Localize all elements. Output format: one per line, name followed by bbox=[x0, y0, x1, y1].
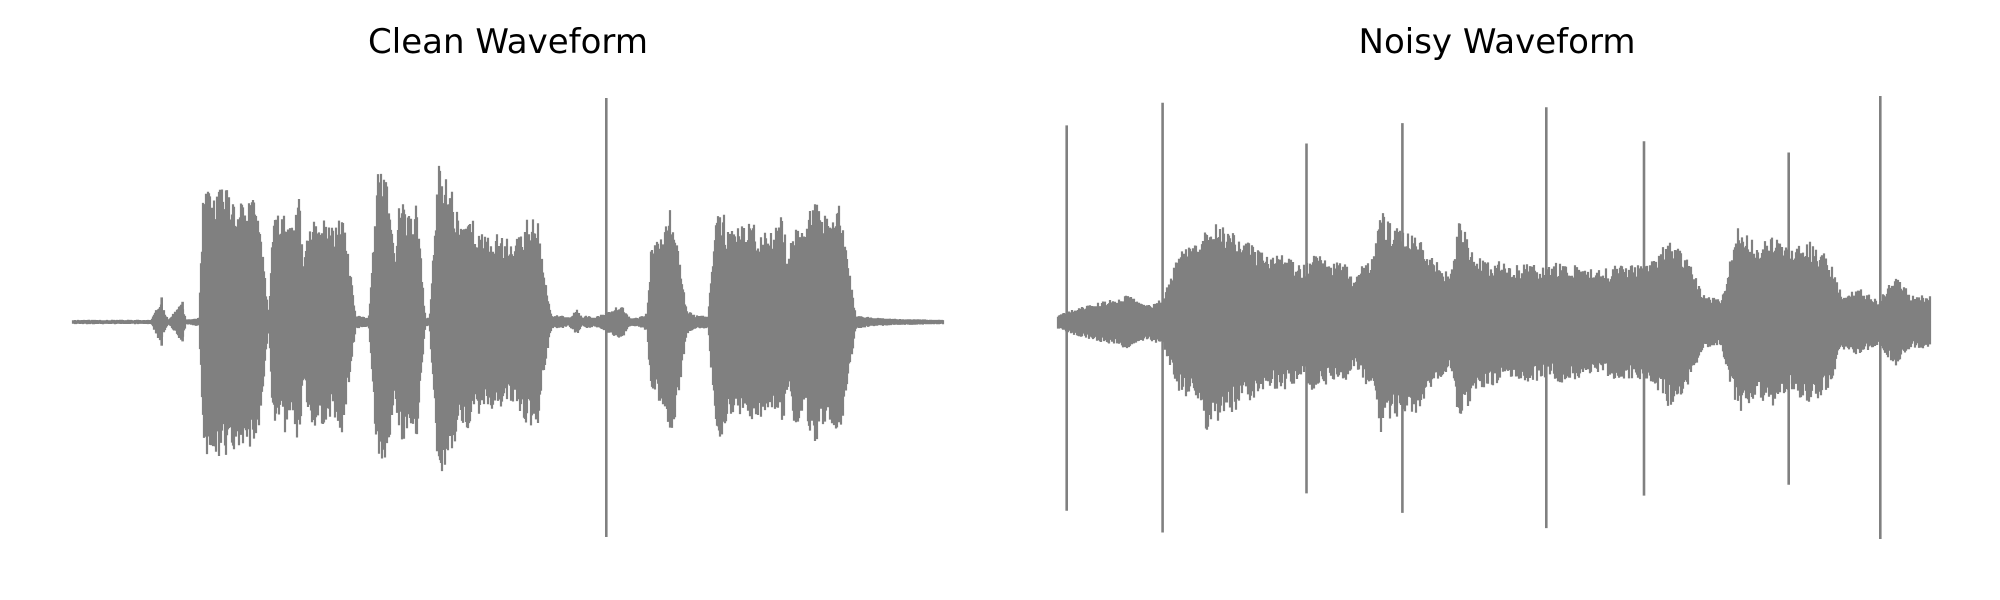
clean-waveform-plot bbox=[71, 98, 945, 537]
chart-title-clean: Clean Waveform bbox=[368, 22, 648, 62]
chart-title-noisy: Noisy Waveform bbox=[1358, 22, 1636, 62]
waveform-series-clean bbox=[71, 98, 945, 537]
waveform-series-noisy bbox=[1056, 96, 1932, 539]
waveform-body-clean bbox=[71, 165, 945, 472]
panel-noisy-waveform: Noisy Waveform bbox=[1000, 0, 2000, 600]
noisy-waveform-plot bbox=[1056, 96, 1932, 539]
panel-clean-waveform: Clean Waveform bbox=[71, 22, 945, 537]
waveform-body-noisy bbox=[1056, 213, 1932, 432]
